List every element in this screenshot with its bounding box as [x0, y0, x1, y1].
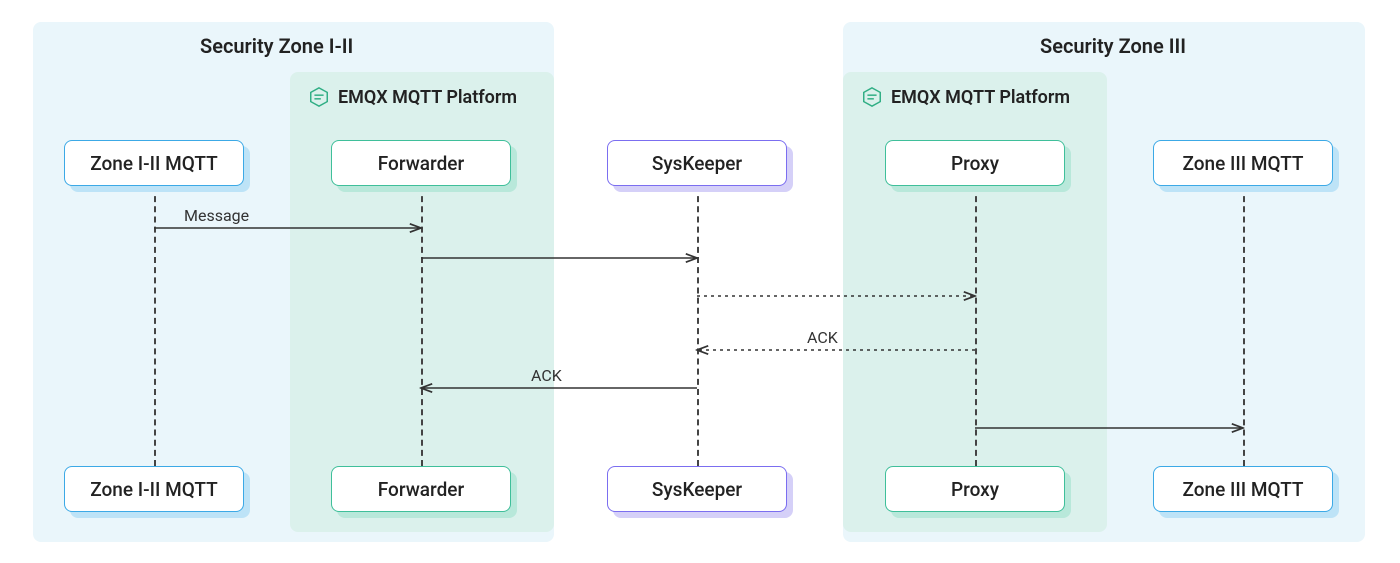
lifeline-forwarder [421, 186, 423, 466]
lifeline-zone3 [1243, 186, 1245, 466]
platform-left-text: EMQX MQTT Platform [338, 87, 517, 108]
platform-right-label: EMQX MQTT Platform [861, 86, 1070, 108]
platform-right-text: EMQX MQTT Platform [891, 87, 1070, 108]
arrow-label-ack_sk_to_fwd: ACK [531, 366, 562, 385]
node-zone12-top: Zone I-II MQTT [64, 140, 244, 186]
emqx-hex-icon [308, 86, 330, 108]
node-proxy-bottom: Proxy [885, 466, 1065, 512]
arrow-label-ack_proxy_to_sk: ACK [807, 328, 838, 347]
platform-left-label: EMQX MQTT Platform [308, 86, 517, 108]
arrow-label-msg_z12_to_fwd: Message [184, 206, 249, 225]
node-syskeeper-top: SysKeeper [607, 140, 787, 186]
node-forwarder-top: Forwarder [331, 140, 511, 186]
node-zone3-top: Zone III MQTT [1153, 140, 1333, 186]
node-zone12-bottom: Zone I-II MQTT [64, 466, 244, 512]
lifeline-proxy [975, 186, 977, 466]
node-forwarder-bottom: Forwarder [331, 466, 511, 512]
zone-left-title: Security Zone I-II [200, 34, 353, 58]
node-syskeeper-bottom: SysKeeper [607, 466, 787, 512]
lifeline-syskeeper [697, 186, 699, 466]
node-proxy-top: Proxy [885, 140, 1065, 186]
lifeline-zone12 [154, 186, 156, 466]
emqx-hex-icon [861, 86, 883, 108]
node-zone3-bottom: Zone III MQTT [1153, 466, 1333, 512]
zone-right-title: Security Zone III [1040, 34, 1186, 58]
